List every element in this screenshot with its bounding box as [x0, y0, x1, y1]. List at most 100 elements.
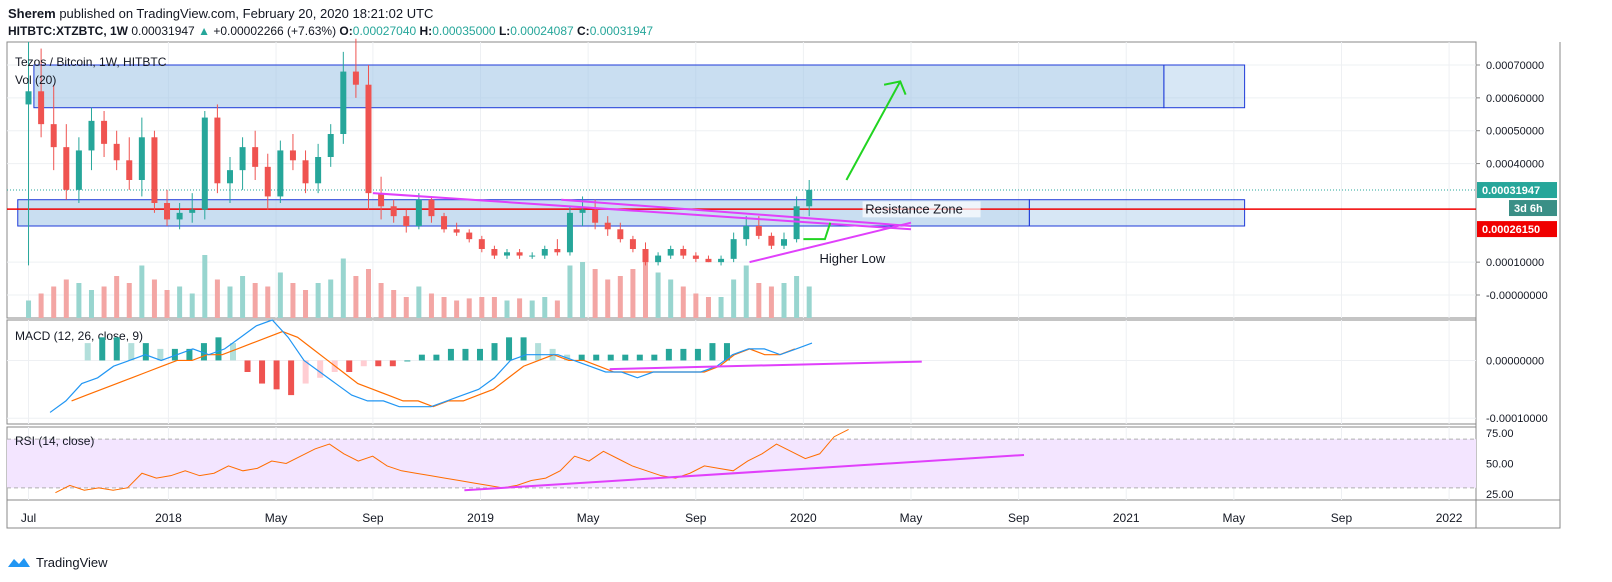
macd-hist-bar	[723, 343, 730, 361]
volume-bar	[76, 283, 82, 318]
macd-hist-bar	[607, 354, 614, 361]
macd-hist-bar	[317, 360, 324, 378]
volume-bar	[466, 298, 472, 318]
candle-body	[189, 209, 196, 213]
y-tick-label: 0.00060000	[1486, 93, 1544, 105]
candle-body	[491, 249, 498, 256]
macd-hist-bar	[171, 348, 178, 361]
rsi-line	[55, 428, 849, 494]
candle-body	[50, 124, 57, 148]
macd-hist-bar	[259, 360, 266, 384]
x-tick-label: May	[1223, 511, 1246, 525]
resistance-badge	[1477, 221, 1557, 238]
candle-body	[415, 199, 422, 226]
volume-bar	[428, 293, 434, 318]
volume-bar	[731, 279, 737, 318]
macd-hist-bar	[622, 354, 629, 361]
volume-bar	[693, 293, 699, 318]
volume-bar	[202, 255, 208, 318]
volume-bar	[479, 297, 485, 318]
high-label: H:	[419, 24, 433, 38]
y-tick-label: 0.00050000	[1486, 126, 1544, 138]
volume-bar	[554, 300, 560, 318]
macd-hist-bar	[244, 360, 251, 372]
volume-bar	[164, 290, 170, 318]
macd-hist-bar	[142, 343, 149, 361]
candle-body	[667, 249, 674, 256]
volume-bar	[768, 286, 774, 318]
candle-body	[692, 255, 699, 259]
author-name: Sherem	[8, 6, 56, 21]
brand-label[interactable]: TradingView	[36, 554, 108, 570]
countdown-badge-text: 3d 6h	[1514, 203, 1543, 215]
projection-arrow	[845, 80, 902, 181]
volume-bar	[617, 276, 623, 318]
volume-bar	[756, 283, 762, 318]
volume-bar	[365, 269, 371, 318]
footer: TradingView	[6, 554, 108, 570]
resistance-zone-label-bg	[862, 201, 981, 218]
macd-hist-bar	[186, 348, 193, 361]
volume-bar	[240, 276, 246, 318]
low-value: 0.00024087	[510, 24, 574, 38]
volume-bar	[340, 258, 346, 318]
candle-body	[239, 147, 246, 171]
candle-body	[768, 235, 775, 246]
volume-bar	[504, 300, 510, 318]
candle-body	[629, 239, 636, 249]
rsi-tick-label: 50.00	[1486, 459, 1514, 471]
candle-body	[176, 212, 183, 220]
volume-bar	[592, 269, 598, 318]
macd-hist-bar	[709, 343, 716, 361]
macd-hist-bar	[447, 348, 454, 361]
x-tick-label: 2022	[1436, 511, 1463, 525]
x-tick-label: May	[900, 511, 923, 525]
macd-tick-label: 0.00000000	[1486, 355, 1544, 367]
candle-body	[793, 206, 800, 240]
candle-body	[503, 252, 510, 256]
macd-hist-bar	[215, 337, 222, 361]
volume-bar	[680, 286, 686, 318]
volume-bar	[630, 269, 636, 318]
volume-bar	[378, 283, 384, 318]
close-label: C:	[577, 24, 590, 38]
macd-hist-bar	[404, 360, 411, 362]
macd-hist-bar	[288, 360, 295, 396]
volume-bar	[177, 286, 183, 318]
tradingview-logo-icon	[8, 558, 30, 567]
macd-tick-label: -0.00010000	[1486, 413, 1548, 425]
candle-body	[340, 71, 347, 134]
candle-body	[730, 239, 737, 259]
candle-body	[755, 226, 762, 236]
volume-bar	[189, 293, 195, 318]
last-price-badge-text: 0.00031947	[1482, 185, 1540, 197]
open-label: O:	[339, 24, 353, 38]
candle-body	[529, 255, 536, 257]
trendline-descending-1	[372, 192, 912, 231]
countdown-badge	[1509, 200, 1557, 217]
candle-body	[554, 249, 561, 253]
rsi-tick-label: 75.00	[1486, 428, 1514, 440]
volume-bar	[454, 300, 460, 318]
rsi-tick-label: 25.00	[1486, 489, 1514, 501]
macd-hist-bar	[230, 343, 236, 361]
candle-body	[390, 206, 397, 217]
volume-bar	[26, 300, 32, 318]
close-value: 0.00031947	[589, 24, 654, 38]
macd-hist-bar	[157, 348, 164, 361]
macd-hist-bar	[491, 343, 498, 361]
x-tick-label: 2020	[790, 511, 817, 525]
volume-bar	[391, 290, 397, 318]
volume-bar	[353, 276, 359, 318]
symbol-label: HITBTC:XTZBTC, 1W	[8, 24, 128, 38]
volume-bar	[265, 286, 271, 318]
candle-body	[453, 229, 460, 233]
macd-hist-bar	[389, 360, 396, 367]
chart-title: Tezos / Bitcoin, 1W, HITBTC	[15, 55, 167, 69]
candle-body	[403, 216, 410, 226]
x-tick-label: Sep	[685, 511, 707, 525]
candle-body	[516, 252, 523, 256]
breakout-arrow	[803, 222, 832, 241]
macd-hist-bar	[99, 337, 106, 361]
